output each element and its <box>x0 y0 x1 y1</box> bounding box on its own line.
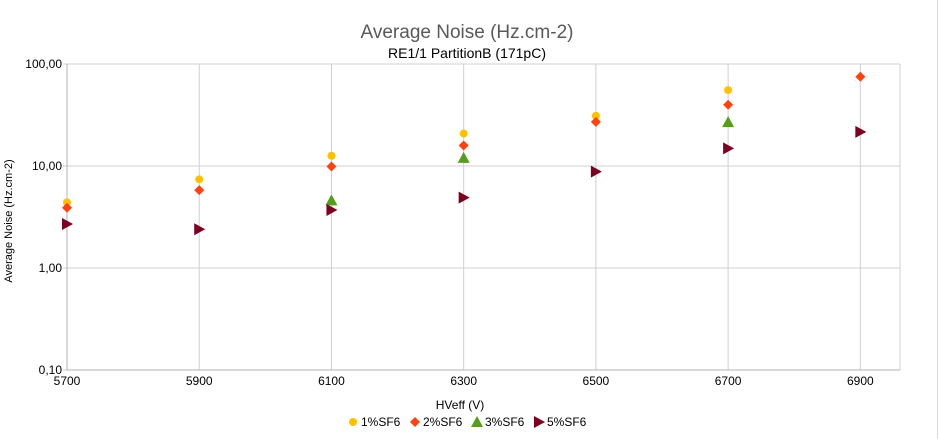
legend-item: 3%SF6 <box>471 415 525 429</box>
data-point <box>327 151 336 160</box>
data-point <box>723 99 734 110</box>
y-tick-label: 100,00 <box>25 57 62 71</box>
y-axis-label: Average Noise (Hz.cm-2) <box>3 159 15 282</box>
y-tick-label: 0,10 <box>39 363 63 377</box>
data-point <box>62 202 72 213</box>
series-2%SF6 <box>62 71 866 213</box>
data-point <box>458 191 470 204</box>
data-point <box>457 151 470 163</box>
data-point <box>325 194 338 206</box>
series-5%SF6 <box>62 125 867 236</box>
data-point <box>326 204 338 217</box>
data-point <box>855 125 867 138</box>
data-point <box>194 223 206 236</box>
legend-label: 2%SF6 <box>423 415 463 429</box>
legend-marker <box>410 417 420 427</box>
series-1%SF6 <box>63 86 733 207</box>
x-tick-label: 5900 <box>186 374 213 388</box>
data-point <box>195 175 204 184</box>
data-point <box>326 161 337 172</box>
legend-marker <box>534 416 545 428</box>
x-tick-label: 6900 <box>847 374 874 388</box>
data-point <box>63 198 71 207</box>
legend-marker <box>349 418 357 426</box>
legend-item: 5%SF6 <box>534 415 587 429</box>
legend-label: 5%SF6 <box>547 415 587 429</box>
data-point <box>459 129 468 138</box>
legend: 1%SF6 2%SF6 3%SF6 5%SF6 <box>349 415 587 429</box>
data-point <box>722 116 735 128</box>
legend-label: 3%SF6 <box>485 415 525 429</box>
y-tick-label: 10,00 <box>32 159 62 173</box>
grid-lines <box>63 63 901 371</box>
legend-marker <box>471 416 483 427</box>
data-point <box>723 142 735 155</box>
data-point <box>62 218 73 231</box>
x-tick-label: 6100 <box>318 374 345 388</box>
data-point <box>591 111 600 120</box>
data-point <box>194 185 205 196</box>
chart-title: Average Noise (Hz.cm-2) <box>361 22 574 43</box>
data-series <box>62 71 867 236</box>
data-point <box>590 116 601 127</box>
axes: 5700 5900 6100 6300 6500 6700 6900 0,10 1,00 10,0… <box>25 57 900 388</box>
data-point <box>458 140 469 151</box>
y-tick-label: 1,00 <box>39 261 63 275</box>
legend-label: 1%SF6 <box>361 415 401 429</box>
data-point <box>590 165 602 178</box>
legend-item: 1%SF6 <box>349 415 401 429</box>
x-axis-label: HVeff (V) <box>436 398 484 412</box>
data-point <box>724 86 733 95</box>
data-point <box>855 71 866 82</box>
x-tick-label: 5700 <box>54 374 81 388</box>
x-tick-label: 6700 <box>715 374 742 388</box>
series-3%SF6 <box>325 116 735 206</box>
legend-item: 2%SF6 <box>410 415 463 429</box>
x-tick-label: 6300 <box>450 374 477 388</box>
x-tick-label: 6500 <box>583 374 610 388</box>
chart-subtitle: RE1/1 PartitionB (171pC) <box>388 45 546 61</box>
